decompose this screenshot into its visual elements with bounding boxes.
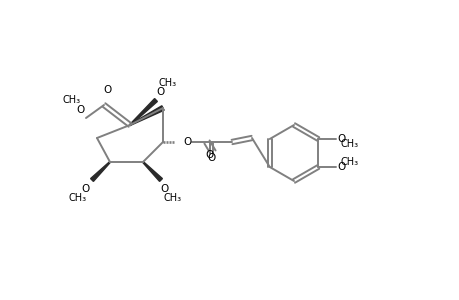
- Text: O: O: [161, 184, 169, 194]
- Text: O: O: [157, 87, 165, 97]
- Text: CH₃: CH₃: [340, 139, 358, 149]
- Polygon shape: [90, 162, 110, 182]
- Polygon shape: [142, 162, 162, 182]
- Text: O: O: [207, 153, 215, 163]
- Text: O: O: [77, 105, 85, 115]
- Text: CH₃: CH₃: [163, 193, 182, 203]
- Text: CH₃: CH₃: [159, 78, 177, 88]
- Text: O: O: [184, 137, 192, 147]
- Text: CH₃: CH₃: [69, 193, 87, 203]
- Text: O: O: [206, 150, 213, 160]
- Polygon shape: [129, 99, 157, 125]
- Text: CH₃: CH₃: [340, 157, 358, 167]
- Text: O: O: [82, 184, 90, 194]
- Text: O: O: [104, 85, 112, 95]
- Polygon shape: [129, 106, 164, 125]
- Text: O: O: [336, 134, 345, 144]
- Text: O: O: [336, 162, 345, 172]
- Text: CH₃: CH₃: [63, 95, 81, 105]
